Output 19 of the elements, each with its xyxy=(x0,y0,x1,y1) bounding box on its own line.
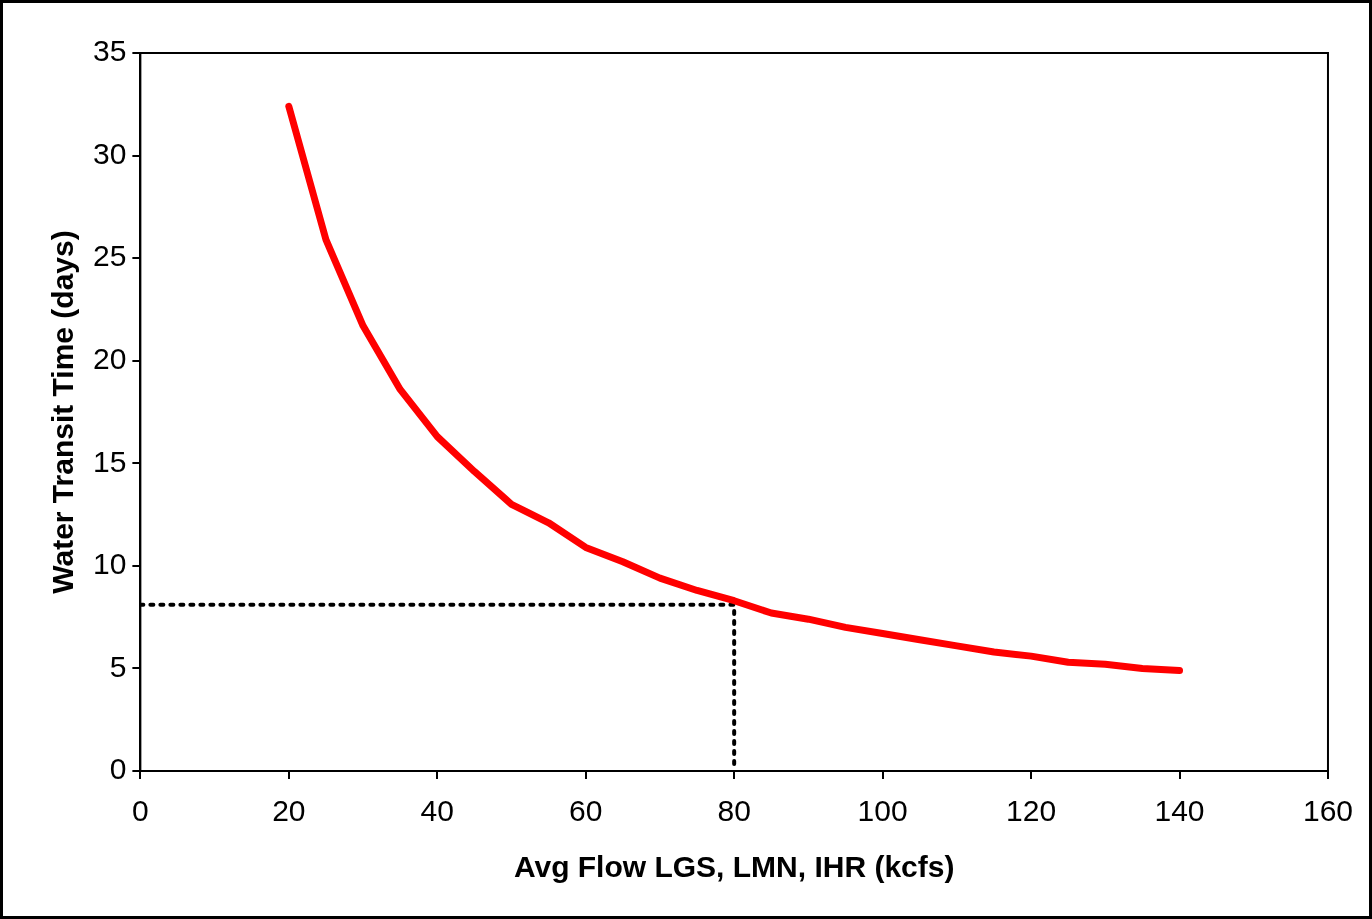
x-tick-label: 140 xyxy=(1154,794,1205,828)
y-tick-label: 25 xyxy=(92,239,127,273)
y-axis-title: Water Transit Time (days) xyxy=(46,230,80,594)
x-tick-label: 20 xyxy=(272,794,306,828)
y-tick-label: 35 xyxy=(92,34,127,68)
x-tick-label: 100 xyxy=(857,794,908,828)
x-tick-label: 120 xyxy=(1006,794,1057,828)
x-tick-label: 60 xyxy=(569,794,603,828)
x-tick-label: 0 xyxy=(132,794,149,828)
y-tick-label: 0 xyxy=(109,752,127,786)
x-tick-label: 160 xyxy=(1302,794,1353,828)
y-tick-label: 15 xyxy=(92,444,127,478)
y-tick-label: 10 xyxy=(92,547,127,581)
x-tick-label: 80 xyxy=(717,794,751,828)
y-tick-label: 20 xyxy=(92,341,127,375)
x-axis-title: Avg Flow LGS, LMN, IHR (kcfs) xyxy=(513,850,955,884)
y-tick-label: 5 xyxy=(109,649,127,683)
y-tick-label: 30 xyxy=(92,136,127,170)
x-tick-label: 40 xyxy=(420,794,454,828)
